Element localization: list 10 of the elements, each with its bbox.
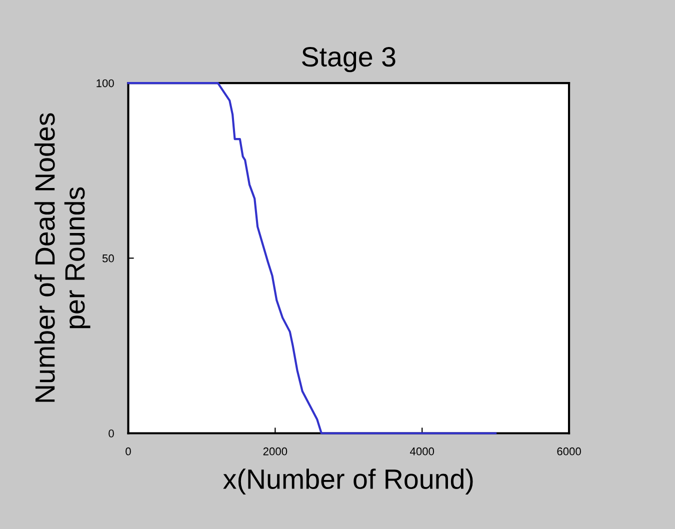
y-tick-label: 0 (108, 430, 114, 438)
x-tick-label: 2000 (263, 447, 288, 456)
y-tick-label: 50 (102, 254, 114, 262)
x-tick-label: 0 (126, 447, 131, 456)
y-axis-title: Number of Dead Nodes per Rounds (34, 113, 90, 402)
chart-title: Stage 3 (302, 46, 396, 72)
y-tick-label: 100 (96, 79, 114, 88)
x-tick-label: 6000 (557, 447, 581, 456)
x-tick-label: 4000 (410, 447, 434, 456)
x-axis-title: x(Number of Round) (223, 468, 473, 494)
